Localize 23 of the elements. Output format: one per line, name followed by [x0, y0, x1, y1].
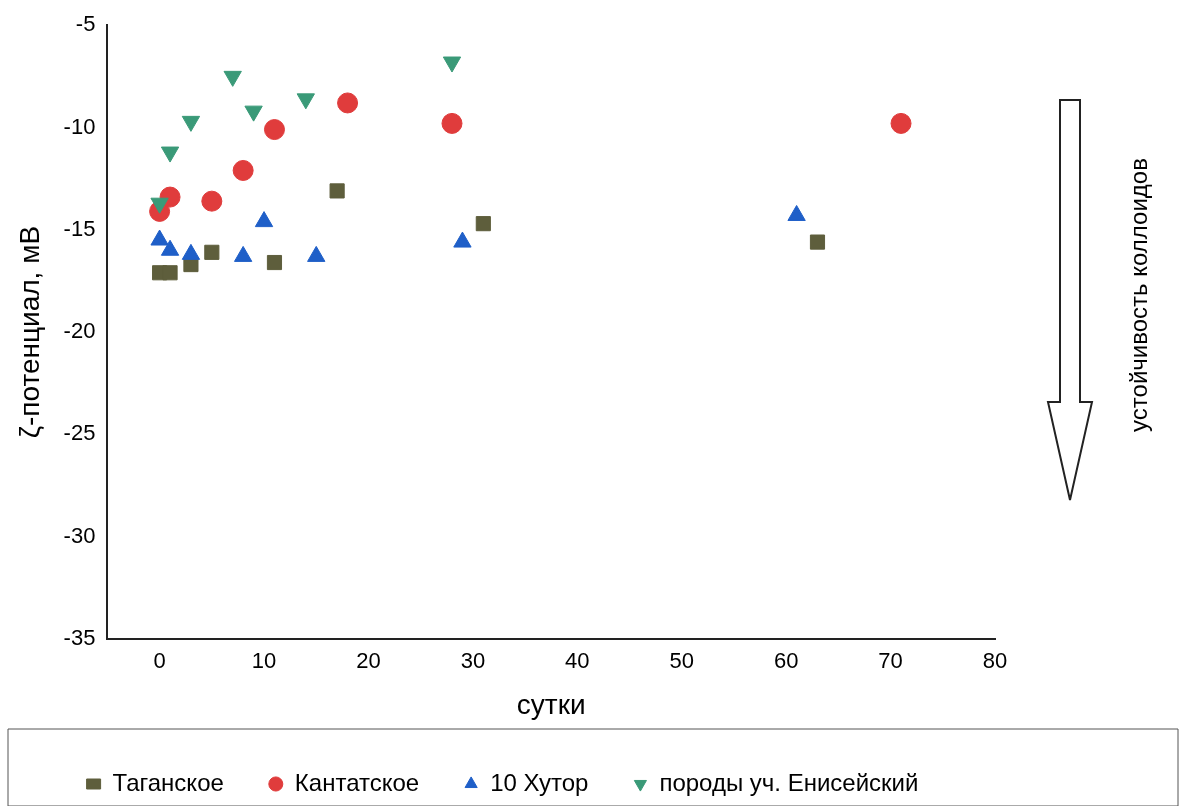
- y-tick-label: -25: [63, 420, 96, 446]
- y-axis-title: ζ-потенциал, мВ: [13, 225, 45, 439]
- x-tick-label: 70: [878, 648, 903, 674]
- y-tick-label: -30: [63, 522, 96, 548]
- legend-label: 10 Хутор: [490, 768, 589, 796]
- x-tick-label: 0: [153, 648, 166, 674]
- y-tick-label: -5: [75, 11, 96, 37]
- x-tick-label: 10: [251, 648, 277, 674]
- x-tick-label: 50: [669, 648, 694, 674]
- y-tick-label: -15: [63, 215, 96, 241]
- legend-label: Таганское: [112, 768, 224, 796]
- x-tick-label: 20: [356, 648, 381, 674]
- legend-label: породы уч. Енисейский: [659, 768, 919, 796]
- x-axis-title: сутки: [516, 688, 586, 720]
- text: устойчивость коллоидов: [1124, 158, 1152, 432]
- y-tick-label: -35: [63, 625, 96, 651]
- x-tick-label: 40: [565, 648, 590, 674]
- legend-label: Кантатское: [294, 768, 420, 796]
- x-tick-label: 30: [460, 648, 486, 674]
- y-tick-label: -10: [63, 113, 96, 139]
- x-tick-label: 60: [773, 648, 799, 674]
- x-tick-label: 80: [982, 648, 1008, 674]
- y-tick-label: -20: [63, 318, 96, 344]
